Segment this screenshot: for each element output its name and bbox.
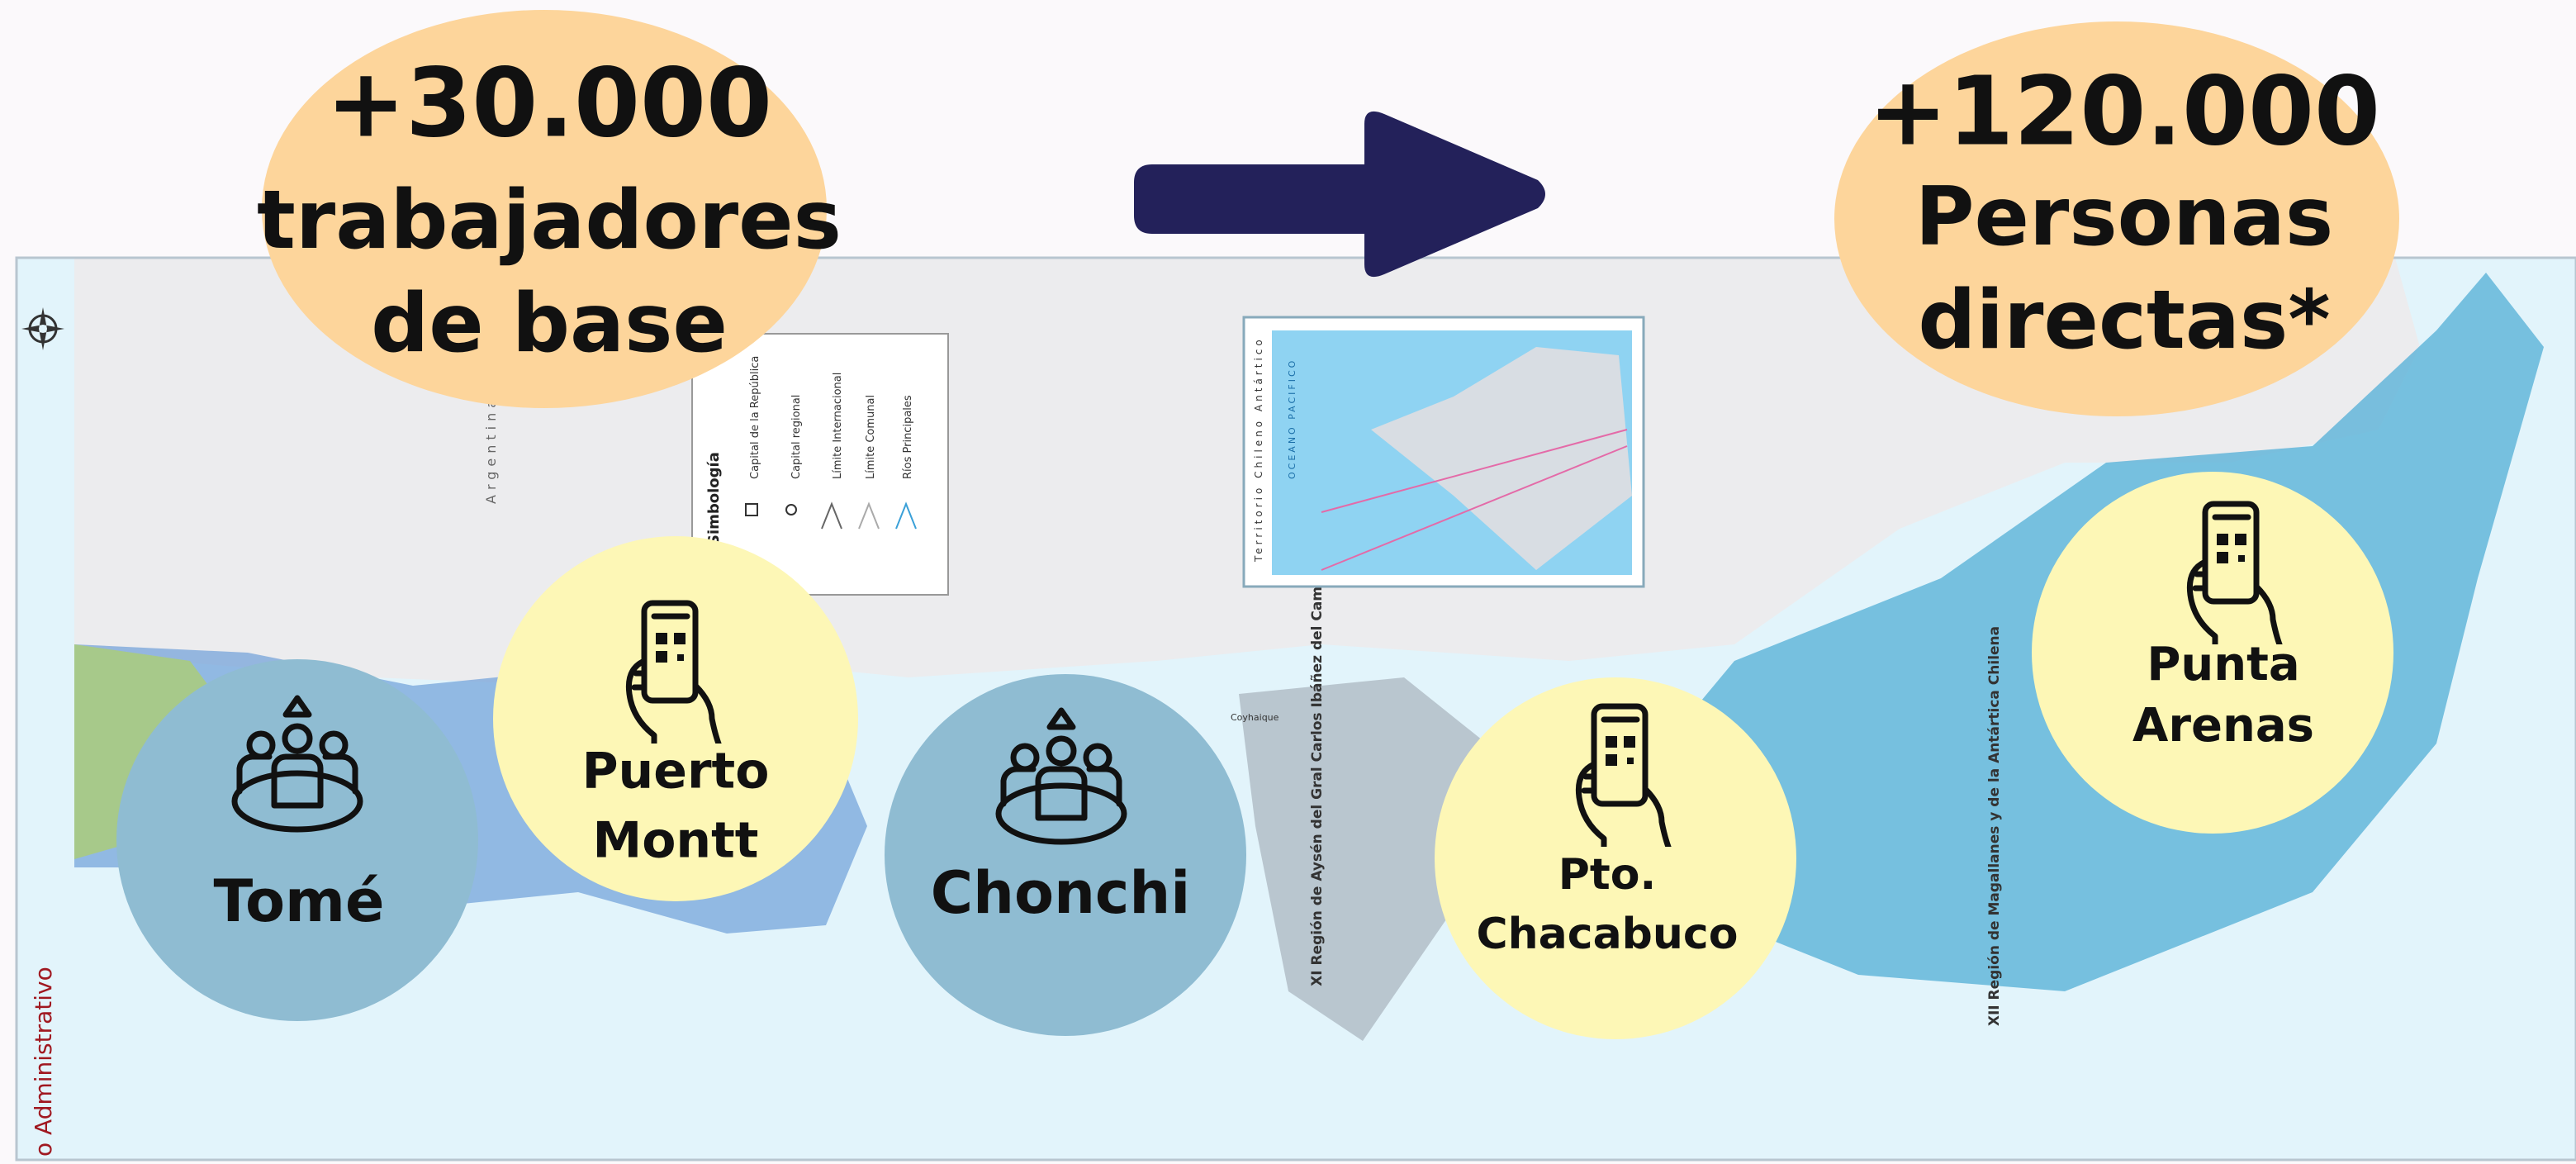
location-circle (2032, 472, 2393, 834)
location-circle (1435, 677, 1796, 1039)
inset-ocean: OCEANO PACIFICO (1287, 359, 1297, 479)
side-label: o Administrativo (30, 967, 57, 1157)
region-label: XI Región de Aysén del Gral Carlos Ibáñe… (1309, 567, 1326, 986)
stat-value: +30.000 (326, 49, 772, 159)
map-frame (15, 256, 2576, 1162)
stat-label: directas* (1918, 273, 2330, 368)
stat-label: Personas (1915, 170, 2334, 264)
legend-item: Límite Comunal (865, 395, 877, 479)
city-label: Coyhaique (1231, 712, 1279, 723)
arrow (1134, 111, 1545, 278)
stat-label: de base (371, 277, 728, 371)
location-circle (885, 674, 1246, 1036)
legend-item: Límite Internacional (832, 373, 844, 479)
location-name: Punta (2147, 638, 2299, 691)
location-name: Arenas (2132, 699, 2314, 753)
location-name: Pto. (1558, 850, 1656, 900)
location-circle (493, 536, 858, 901)
coast (1239, 677, 1487, 1041)
location-name: Tomé (214, 867, 385, 935)
country-label: Argentina (483, 395, 499, 504)
location-name: Montt (592, 812, 758, 870)
stat-bubble (1834, 21, 2399, 416)
legend-item: Capital regional (790, 395, 803, 479)
legend-title: Simbología (705, 452, 723, 545)
location-circle (116, 659, 478, 1021)
stat-value: +120.000 (1868, 57, 2380, 168)
location-name: Chonchi (931, 859, 1190, 927)
compass (21, 307, 64, 350)
location-name: Puerto (582, 743, 770, 801)
stat-label: trabajadores (257, 173, 842, 268)
region-label: XII Región de Magallanes y de la Antárti… (1986, 626, 2003, 1026)
inset-title: Territorio Chileno Antártico (1253, 336, 1264, 563)
legend-item: Ríos Principales (902, 395, 914, 479)
stat-bubble (262, 10, 827, 408)
location-name: Chacabuco (1477, 910, 1739, 959)
legend-item: Capital de la República (749, 356, 761, 479)
inset-land (1371, 347, 1632, 570)
legend-items: Capital de la República Capital regional… (745, 356, 917, 530)
